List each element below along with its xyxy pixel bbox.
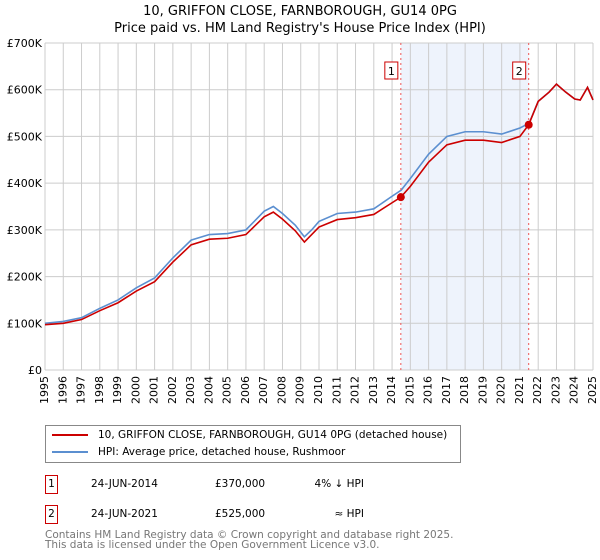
property-price-line: [44, 82, 594, 326]
transaction-price: £370,000: [215, 478, 266, 490]
footer: Contains HM Land Registry data © Crown c…: [45, 529, 454, 551]
x-tick-label: 2001: [148, 376, 161, 404]
x-tick-label: 1997: [75, 376, 88, 404]
x-tick-label: 1995: [38, 376, 51, 404]
x-tick-label: 2021: [513, 376, 526, 404]
annotation-box: [512, 61, 527, 80]
sale-point: [396, 193, 405, 202]
transaction-hpi-relation: 4% ↓ HPI: [314, 478, 364, 490]
y-tick-label: £600K: [7, 84, 43, 97]
chart-subtitle: Price paid vs. HM Land Registry's House …: [114, 21, 486, 36]
x-tick-label: 1998: [93, 376, 106, 404]
x-tick-label: 2013: [367, 376, 380, 404]
x-tick-label: 2006: [239, 376, 252, 404]
x-tick-label: 2005: [221, 376, 234, 404]
x-tick-label: 2002: [166, 376, 179, 404]
legend: 10, GRIFFON CLOSE, FARNBOROUGH, GU14 0PG…: [45, 425, 461, 463]
y-tick-label: £700K: [7, 37, 43, 50]
transaction-date: 24-JUN-2014: [91, 478, 158, 490]
annotation-label: 2: [516, 65, 523, 78]
property-line-swatch: [52, 434, 88, 436]
x-tick-label: 2018: [458, 376, 471, 404]
x-tick-label: 2004: [202, 376, 215, 404]
legend-hpi: HPI: Average price, detached house, Rush…: [98, 446, 346, 458]
x-tick-label: 2022: [531, 376, 544, 404]
price-chart: 1995 1996 1997 1998 1999 2000 2001 2002 2003 2004…: [7, 37, 599, 404]
x-tick-label: 2025: [586, 376, 599, 404]
sale-point: [524, 120, 533, 129]
footer-licence: This data is licensed under the Open Gov…: [45, 539, 380, 551]
y-tick-label: £500K: [7, 130, 43, 143]
legend-property: 10, GRIFFON CLOSE, FARNBOROUGH, GU14 0PG…: [98, 429, 448, 441]
transaction-badge: 2: [45, 505, 58, 524]
y-tick-label: £0: [28, 364, 42, 377]
y-tick-label: £300K: [7, 224, 43, 237]
x-tick-label: 1999: [111, 376, 124, 404]
x-tick-label: 2023: [549, 376, 562, 404]
annotation-label: 1: [388, 65, 395, 78]
x-tick-label: 2007: [257, 376, 270, 404]
footer-copyright: Contains HM Land Registry data © Crown c…: [45, 529, 454, 541]
hpi-line-swatch: [52, 451, 88, 453]
transaction-price: £525,000: [215, 508, 266, 520]
x-tick-label: 2024: [568, 376, 581, 404]
x-tick-label: 2008: [275, 376, 288, 404]
x-tick-label: 2011: [330, 376, 343, 404]
x-tick-label: 2003: [184, 376, 197, 404]
y-tick-label: £100K: [7, 317, 43, 330]
y-tick-label: £200K: [7, 271, 43, 284]
transaction-date: 24-JUN-2021: [91, 508, 158, 520]
x-tick-label: 2014: [385, 376, 398, 404]
x-tick-label: 2000: [129, 376, 142, 404]
x-tick-label: 2017: [440, 376, 453, 404]
x-tick-label: 1996: [56, 376, 69, 404]
transaction-hpi-relation: ≈ HPI: [334, 508, 364, 520]
annotation-box: [384, 61, 399, 80]
x-tick-label: 2010: [312, 376, 325, 404]
transaction-badge: 1: [45, 475, 58, 494]
x-tick-label: 2019: [476, 376, 489, 404]
transaction-row: 1 24-JUN-2014 £370,000 4% ↓ HPI: [45, 475, 445, 495]
chart-title: 10, GRIFFON CLOSE, FARNBOROUGH, GU14 0PG: [143, 4, 457, 19]
x-tick-label: 2015: [403, 376, 416, 404]
x-tick-label: 2012: [349, 376, 362, 404]
x-tick-label: 2009: [294, 376, 307, 404]
transaction-row: 2 24-JUN-2021 £525,000 ≈ HPI: [45, 505, 445, 525]
x-tick-label: 2016: [422, 376, 435, 404]
y-tick-label: £400K: [7, 177, 43, 190]
x-tick-label: 2020: [495, 376, 508, 404]
